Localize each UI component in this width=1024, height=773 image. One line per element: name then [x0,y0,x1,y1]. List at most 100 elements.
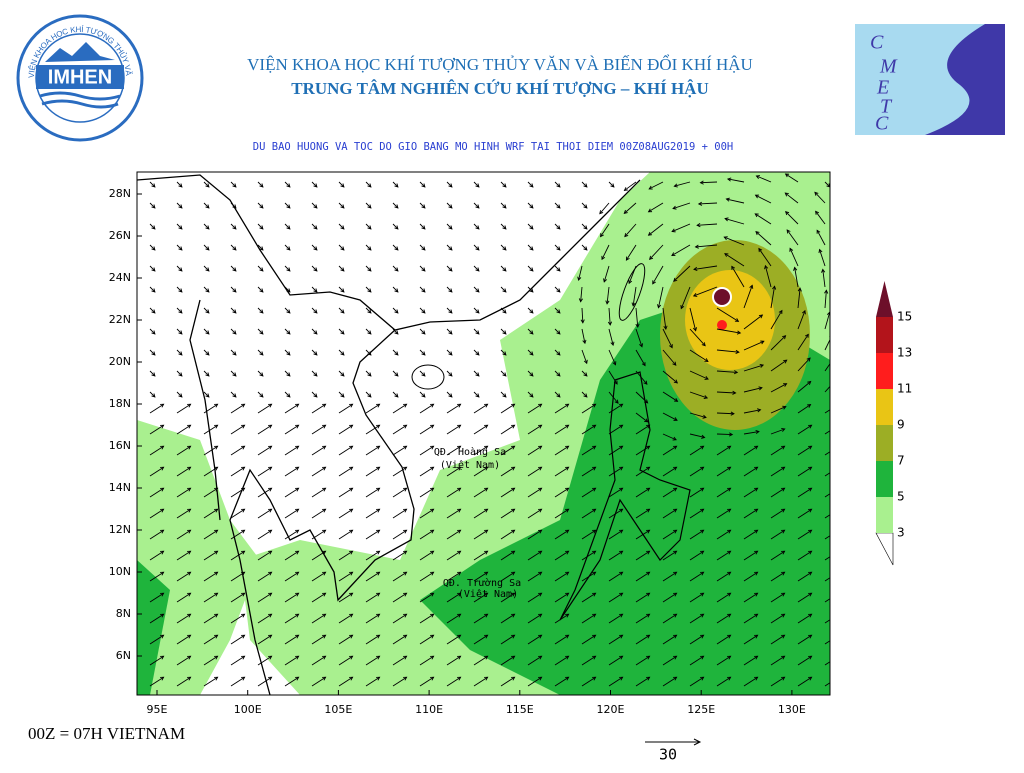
wind-arrow-head [457,676,462,681]
wind-arrow-head [583,183,588,188]
wind-arrow [473,391,480,398]
wind-arrow [754,213,772,225]
wind-arrow [176,307,183,314]
wind-arrow [230,655,245,666]
wind-arrow-head [511,445,516,450]
wind-arrow-head [457,571,462,576]
wind-arrow [392,508,407,519]
wind-arrow-head [671,252,676,256]
wind-arrow [662,550,677,561]
wind-arrow-head [502,309,507,314]
wind-arrow [689,634,704,645]
wind-arrow [311,307,318,314]
wind-arrow-head [205,309,210,314]
wind-arrow [230,403,245,414]
wind-arrow-head [349,655,354,660]
wind-arrow-head [647,208,653,213]
wind-arrow-head [538,676,543,681]
wind-arrow-head [556,393,561,398]
wind-arrow-head [178,225,183,230]
wind-arrow [365,391,372,398]
wind-arrow [608,529,623,540]
wind-arrow [149,202,156,209]
wind-arrow-head [178,372,183,377]
place-name: QĐ. Hoàng Sa [434,446,506,458]
wind-arrow-head [232,204,237,209]
wind-arrow [581,202,588,209]
wind-arrow [527,307,534,314]
wind-arrow-head [241,403,246,408]
wind-arrow [527,445,542,456]
wind-arrow-head [403,529,408,534]
wind-arrow-head [448,183,453,188]
wind-arrow-head [403,466,408,471]
wind-arrow-head [259,372,264,377]
wind-arrow [689,307,697,331]
wind-arrow-head [835,656,838,659]
wind-arrow-head [808,508,813,513]
wind-arrow [695,244,718,248]
wind-arrow-head [583,204,588,209]
wind-arrow-head [778,309,783,315]
wind-arrow [284,265,291,272]
wind-arrow [554,370,561,377]
wind-arrow [284,370,291,377]
wind-arrow-head [484,529,489,534]
wind-arrow-head [457,445,462,450]
wind-arrow [662,592,677,603]
wind-arrow [176,508,191,519]
wind-arrow-head [727,655,732,660]
wind-arrow [608,466,623,477]
wind-arrow [693,265,718,270]
wind-arrow [554,286,561,293]
wind-arrow-head [349,550,354,555]
lon-label: 130E [778,703,806,716]
wind-arrow-head [538,424,543,429]
wind-arrow [554,391,561,398]
wind-arrow [527,181,534,188]
wind-arrow [338,634,353,645]
wind-arrow [662,466,677,477]
wind-arrow [500,424,515,435]
wind-arrow-head [758,314,764,319]
wind-arrow-head [349,403,354,408]
wind-arrow [257,328,264,335]
wind-arrow-head [727,529,732,534]
wind-arrow [446,202,453,209]
wind-arrow-head [835,425,838,428]
wind-arrow-head [403,676,408,681]
wind-arrow [473,613,488,624]
wind-arrow [689,529,704,540]
wind-arrow-head [619,403,624,408]
wind-arrow-head [789,247,794,252]
wind-arrow-head [781,508,786,513]
wind-arrow-head [430,466,435,471]
wind-arrow-head [151,309,156,314]
wind-arrow-head [673,592,678,597]
wind-arrow-head [538,634,543,639]
wind-arrow [527,349,534,356]
wind-arrow [743,676,758,687]
wind-arrow [824,493,830,498]
wind-arrow-head [268,676,273,681]
wind-arrow-head [178,351,183,356]
wind-arrow-head [457,466,462,471]
wind-arrow [624,223,637,237]
wind-arrow-head [700,445,705,450]
wind-arrow [824,181,830,188]
wind-arrow-head [592,634,597,639]
wind-arrow-head [781,428,786,432]
wind-arrow [473,676,488,687]
wind-arrow-head [313,393,318,398]
wind-arrow-head [511,676,516,681]
wind-arrow [203,244,210,251]
wind-arrow-head [268,592,273,597]
legend-level: 9 [897,418,905,432]
wind-arrow-head [646,571,651,576]
wind-arrow [176,550,191,561]
wind-arrow-head [835,404,838,407]
wind-arrow [662,328,673,348]
wind-arrow [527,487,542,498]
wind-arrow [500,550,515,561]
wind-arrow [365,466,380,477]
